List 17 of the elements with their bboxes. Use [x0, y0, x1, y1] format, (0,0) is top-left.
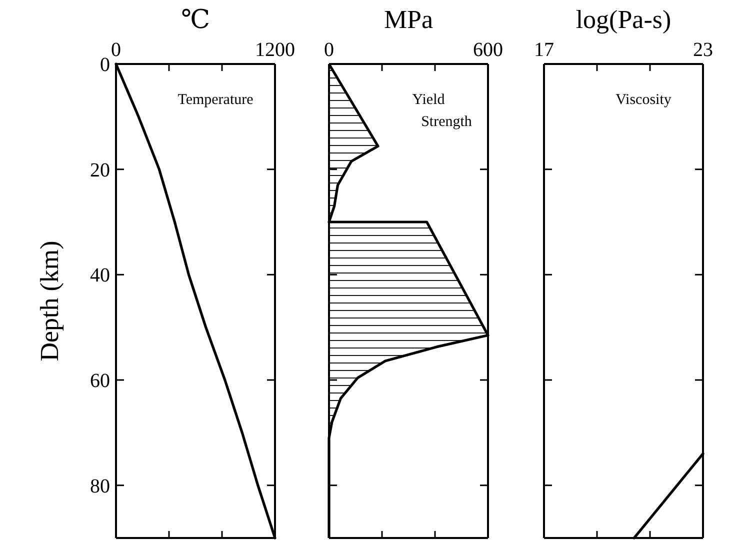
- x-tick-label: 17: [534, 39, 554, 61]
- y-tick-label: 80: [90, 475, 110, 498]
- x-tick-label: 23: [693, 39, 713, 61]
- x-tick-label: 0: [324, 39, 334, 61]
- x-axis-title: log(Pa-s): [576, 5, 672, 34]
- y-axis-title: Depth (km): [35, 240, 64, 362]
- annotation: Yield Strength: [412, 92, 472, 130]
- y-tick-label: 20: [90, 159, 110, 182]
- y-tick-label: 60: [90, 370, 110, 392]
- x-axis-title: MPa: [384, 5, 434, 34]
- x-axis-title: ℃: [180, 5, 210, 34]
- annotation: Viscosity: [616, 92, 672, 108]
- x-tick-label: 1200: [255, 39, 295, 61]
- annotation: Temperature: [178, 92, 254, 108]
- y-tick-label: 0: [100, 54, 110, 76]
- y-tick-label: 40: [90, 264, 110, 287]
- x-tick-label: 600: [473, 39, 503, 61]
